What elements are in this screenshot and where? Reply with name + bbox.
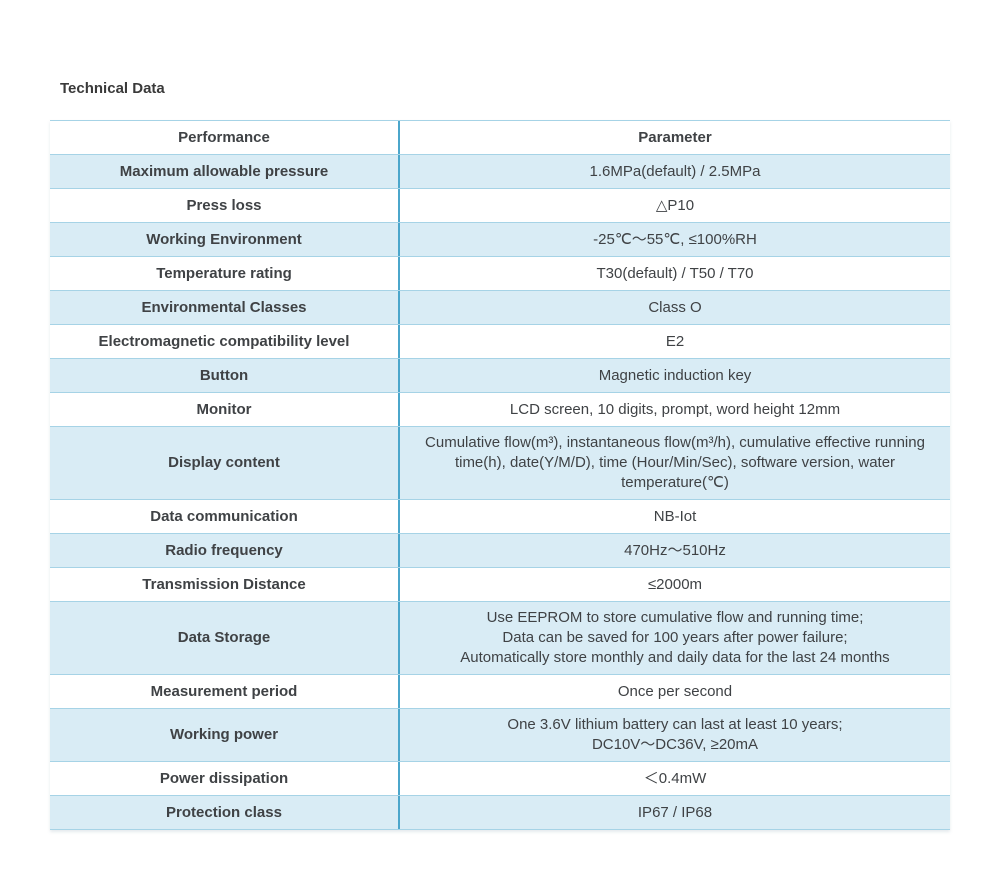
table-row: Measurement period Once per second	[50, 675, 950, 709]
table-header-row: Performance Parameter	[50, 121, 950, 155]
table-row: Working Environment -25℃～55℃, ≤100%RH	[50, 223, 950, 257]
row-label: Measurement period	[50, 675, 400, 708]
table-row: Working power One 3.6V lithium battery c…	[50, 709, 950, 762]
table-row: Transmission Distance ≤2000m	[50, 568, 950, 602]
row-label: Data Storage	[50, 602, 400, 674]
table-row: Radio frequency 470Hz～510Hz	[50, 534, 950, 568]
table-row: Data Storage Use EEPROM to store cumulat…	[50, 602, 950, 675]
row-label: Press loss	[50, 189, 400, 222]
row-label: Working power	[50, 709, 400, 761]
table-row: Power dissipation ＜0.4mW	[50, 762, 950, 796]
row-label: Display content	[50, 427, 400, 499]
table-row: Data communication NB-Iot	[50, 500, 950, 534]
row-value: LCD screen, 10 digits, prompt, word heig…	[509, 400, 841, 418]
table-row: Monitor LCD screen, 10 digits, prompt, w…	[50, 393, 950, 427]
table-row: Button Magnetic induction key	[50, 359, 950, 393]
row-label: Radio frequency	[50, 534, 400, 567]
table-row: Temperature rating T30(default) / T50 / …	[50, 257, 950, 291]
row-value: One 3.6V lithium battery can last at lea…	[507, 716, 843, 753]
row-label: Button	[50, 359, 400, 392]
header-parameter: Parameter	[638, 128, 712, 146]
row-label: Power dissipation	[50, 762, 400, 795]
row-label: Protection class	[50, 796, 400, 829]
row-label: Maximum allowable pressure	[50, 155, 400, 188]
row-value: ≤2000m	[647, 575, 703, 593]
table-row: Environmental Classes Class O	[50, 291, 950, 325]
row-label: Temperature rating	[50, 257, 400, 290]
row-value: Class O	[648, 298, 702, 316]
row-value: △P10	[655, 196, 695, 214]
row-value: 1.6MPa(default) / 2.5MPa	[589, 162, 761, 180]
row-value: IP67 / IP68	[637, 803, 713, 821]
row-label: Environmental Classes	[50, 291, 400, 324]
row-value: Once per second	[617, 682, 733, 700]
row-value: E2	[665, 332, 685, 350]
row-value: NB-Iot	[653, 507, 697, 525]
row-value: 470Hz～510Hz	[624, 541, 726, 559]
row-label: Working Environment	[50, 223, 400, 256]
table-row: Maximum allowable pressure 1.6MPa(defaul…	[50, 155, 950, 189]
table-row: Display content Cumulative flow(m³), ins…	[50, 427, 950, 500]
table-row: Electromagnetic compatibility level E2	[50, 325, 950, 359]
row-value: Use EEPROM to store cumulative flow and …	[460, 609, 890, 666]
row-value: T30(default) / T50 / T70	[596, 264, 754, 282]
table-row: Press loss △P10	[50, 189, 950, 223]
row-value: -25℃～55℃, ≤100%RH	[593, 230, 757, 248]
row-value: Magnetic induction key	[598, 366, 752, 384]
table-row: Protection class IP67 / IP68	[50, 796, 950, 830]
technical-data-table: Performance Parameter Maximum allowable …	[50, 120, 950, 830]
header-performance: Performance	[50, 121, 400, 154]
row-value: Cumulative flow(m³), instantaneous flow(…	[425, 434, 925, 491]
row-label: Electromagnetic compatibility level	[50, 325, 400, 358]
row-label: Data communication	[50, 500, 400, 533]
row-label: Transmission Distance	[50, 568, 400, 601]
row-label: Monitor	[50, 393, 400, 426]
page-title: Technical Data	[60, 80, 165, 97]
row-value: ＜0.4mW	[643, 769, 707, 787]
